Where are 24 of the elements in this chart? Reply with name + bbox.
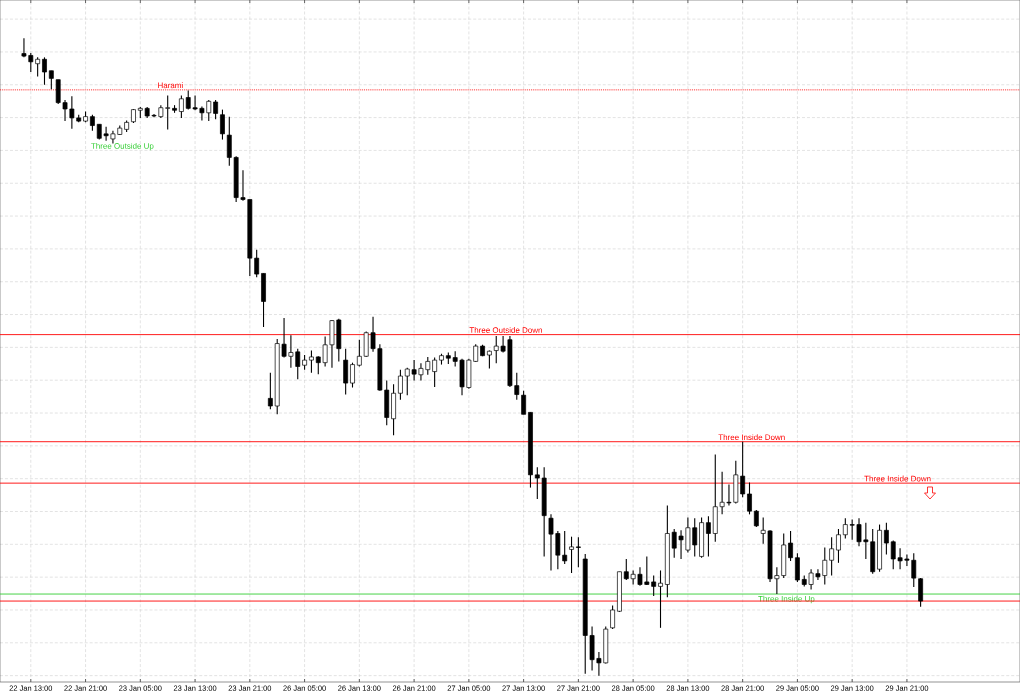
candlestick <box>706 515 711 557</box>
candlestick <box>350 362 355 389</box>
candlestick <box>569 536 574 574</box>
candlestick <box>220 109 225 141</box>
candlestick <box>42 56 47 86</box>
candlestick <box>575 536 581 568</box>
candlestick <box>398 369 403 401</box>
candlestick <box>521 390 527 415</box>
candlestick <box>48 70 54 90</box>
candlestick <box>918 577 924 608</box>
candlestick <box>309 350 314 374</box>
candlestick <box>658 569 663 629</box>
candlestick <box>883 522 889 556</box>
candlestick <box>343 348 349 396</box>
candlestick <box>432 357 438 388</box>
candlestick <box>747 481 752 515</box>
candlestick <box>213 99 219 120</box>
candlestick <box>795 552 800 583</box>
candlestick <box>788 530 793 562</box>
candlestick <box>610 604 615 630</box>
candlestick <box>267 372 273 410</box>
candlestick <box>829 536 835 577</box>
candlestick <box>178 95 184 119</box>
candlestick <box>836 528 841 564</box>
